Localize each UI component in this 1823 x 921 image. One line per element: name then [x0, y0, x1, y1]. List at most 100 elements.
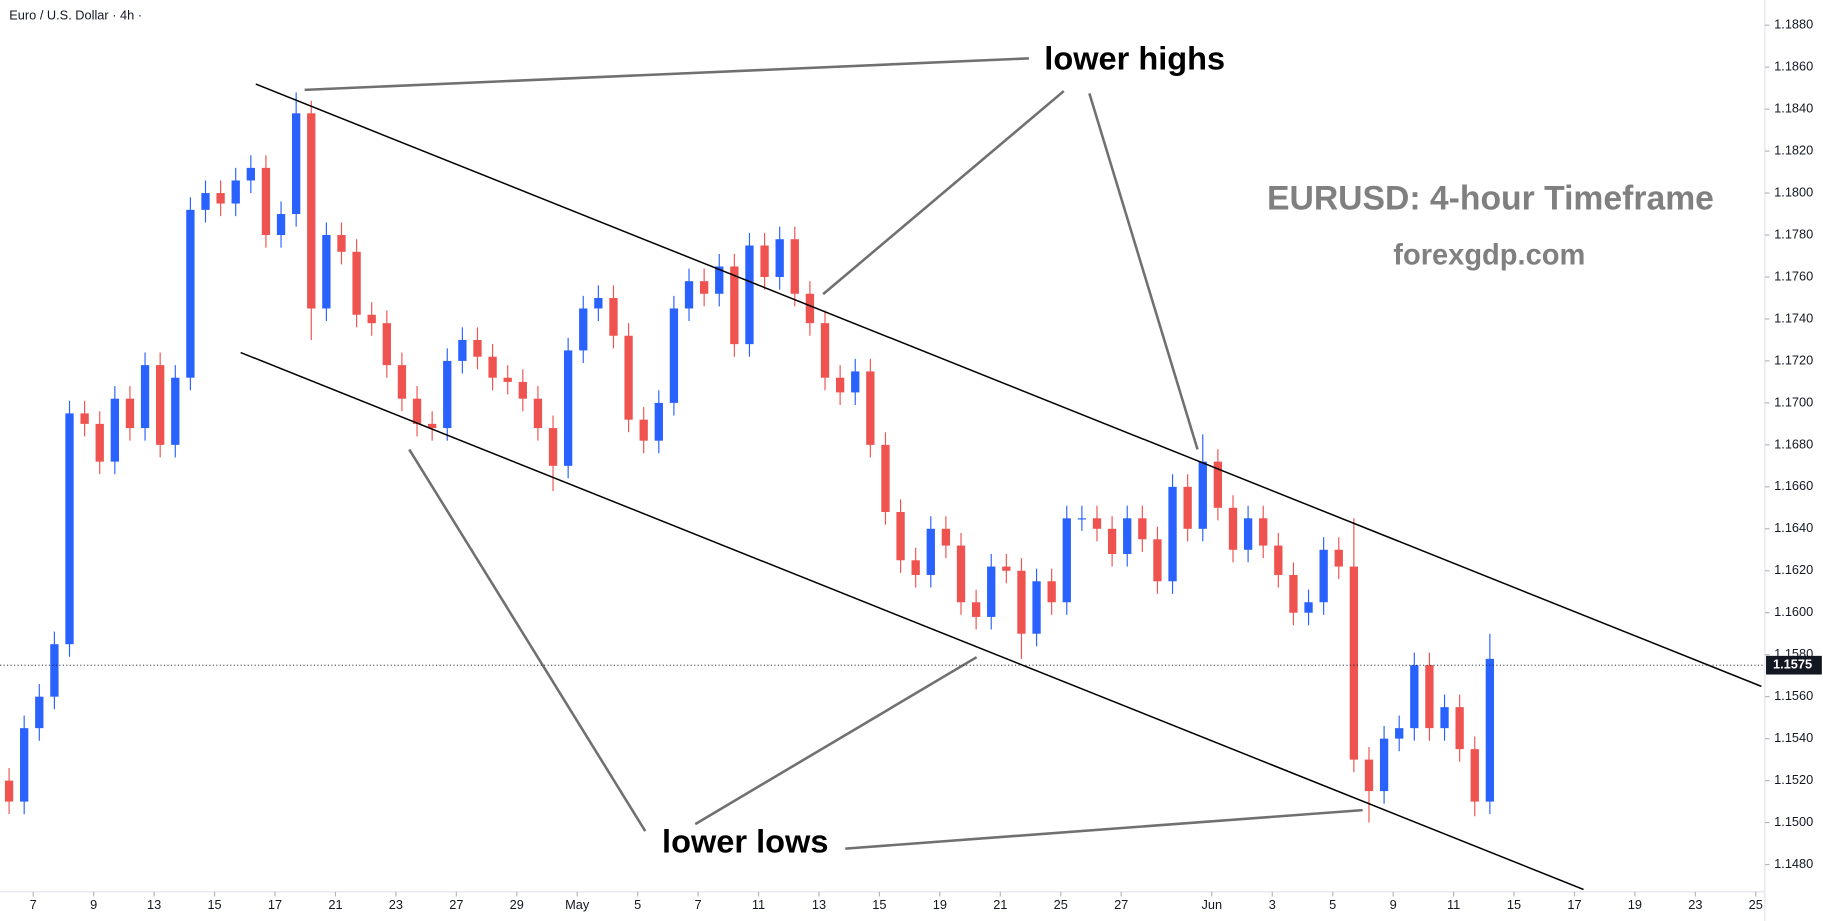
candle-body — [1304, 602, 1313, 613]
candle-body — [790, 239, 799, 294]
candle-body — [110, 398, 119, 462]
candle-body — [1032, 581, 1041, 634]
annotation: lower highs — [1044, 39, 1225, 76]
y-tick-label: 1.1720 — [1774, 352, 1813, 367]
candle-body — [866, 371, 875, 445]
x-tick-label: 11 — [752, 897, 765, 912]
candle-body — [412, 398, 422, 424]
candle-body — [896, 512, 905, 561]
x-tick-label: 27 — [449, 897, 463, 912]
x-tick-label: 9 — [1390, 897, 1397, 912]
x-tick-label: 21 — [328, 897, 342, 912]
y-tick-label: 1.1700 — [1774, 394, 1813, 409]
website: forexgdp.com — [1393, 239, 1585, 271]
candle-body — [956, 545, 966, 603]
x-tick-label: 15 — [1507, 897, 1521, 912]
candle-body — [1107, 528, 1117, 554]
candle-body — [201, 193, 210, 210]
candles — [4, 92, 1495, 823]
candle-body — [760, 245, 769, 277]
candle-body — [473, 339, 482, 357]
candle-body — [1017, 570, 1026, 634]
candle-body — [639, 419, 648, 441]
x-tick-label: 9 — [90, 897, 97, 912]
pointer — [822, 90, 1065, 296]
x-tick-label: 23 — [389, 897, 403, 912]
candle-body — [1379, 738, 1389, 792]
y-tick-label: 1.1640 — [1774, 520, 1813, 535]
candle-body — [1470, 749, 1479, 802]
x-tick-label: 15 — [207, 897, 221, 912]
candle-body — [1364, 759, 1374, 792]
candle-body — [881, 444, 890, 513]
y-tick-label: 1.1660 — [1774, 478, 1813, 493]
y-tick-label: 1.1600 — [1774, 604, 1813, 619]
candle-body — [941, 528, 951, 546]
x-tick-label: 17 — [1567, 897, 1581, 912]
candle-body — [1062, 518, 1071, 603]
upper-channel-line — [255, 83, 1762, 688]
candle-body — [1485, 658, 1495, 802]
candle-body — [427, 423, 437, 429]
candle-body — [1425, 665, 1434, 729]
candle-body — [231, 180, 240, 204]
y-tick-label: 1.1740 — [1774, 310, 1813, 325]
y-tick-label: 1.1860 — [1774, 59, 1813, 74]
candle-body — [730, 266, 739, 345]
y-tick-label: 1.1540 — [1774, 730, 1813, 745]
candle-body — [1349, 566, 1359, 760]
candle-body — [775, 239, 784, 277]
candle-body — [1153, 539, 1162, 582]
y-tick-label: 1.1560 — [1774, 688, 1813, 703]
candle-body — [669, 308, 679, 403]
y-tick-label: 1.1800 — [1774, 184, 1813, 199]
candle-body — [624, 335, 633, 420]
candle-body — [745, 245, 754, 345]
x-tick-label: 21 — [993, 897, 1007, 912]
candle-body — [65, 413, 74, 645]
candle-body — [4, 780, 14, 802]
candle-body — [820, 323, 830, 378]
candle-body — [216, 193, 225, 204]
annotation: lower lows — [662, 823, 828, 860]
candle-body — [518, 381, 527, 399]
x-tick-label: 13 — [812, 897, 826, 912]
x-tick-label: 23 — [1688, 897, 1702, 912]
last-price-box — [1766, 655, 1822, 675]
candle-body — [35, 696, 44, 729]
y-tick-label: 1.1500 — [1774, 814, 1813, 829]
candle-body — [80, 413, 89, 424]
lower-channel-line — [240, 351, 1584, 891]
x-tick-label: 17 — [268, 897, 282, 912]
candle-body — [1440, 707, 1449, 729]
candle-body — [367, 314, 376, 324]
x-tick-label: 5 — [1329, 897, 1336, 912]
candle-body — [156, 365, 165, 445]
candle-body — [1243, 518, 1253, 550]
candle-body — [1092, 518, 1102, 529]
candle-body — [261, 167, 271, 236]
candle-body — [322, 235, 331, 309]
candle-body — [20, 728, 29, 802]
x-tick-label: 27 — [1114, 897, 1128, 912]
candle-body — [488, 356, 497, 378]
y-tick-label: 1.1820 — [1774, 142, 1813, 157]
candle-body — [1047, 581, 1056, 603]
x-tick-label: 13 — [147, 897, 161, 912]
x-tick-label: 5 — [634, 897, 641, 912]
x-tick-label: 25 — [1749, 897, 1763, 912]
candle-body — [382, 323, 391, 366]
candle-body — [1410, 665, 1419, 729]
candle-body — [835, 377, 845, 393]
candle-body — [292, 113, 301, 215]
y-tick-label: 1.1880 — [1774, 17, 1813, 32]
candle-body — [1395, 728, 1404, 739]
pointer — [1088, 93, 1199, 450]
candle-body — [140, 365, 150, 429]
candle-body — [579, 308, 588, 351]
candle-body — [458, 339, 467, 361]
x-tick-label: 7 — [695, 897, 702, 912]
candle-body — [246, 167, 255, 181]
y-tick-label: 1.1680 — [1774, 436, 1813, 451]
candle-body — [1274, 545, 1283, 575]
